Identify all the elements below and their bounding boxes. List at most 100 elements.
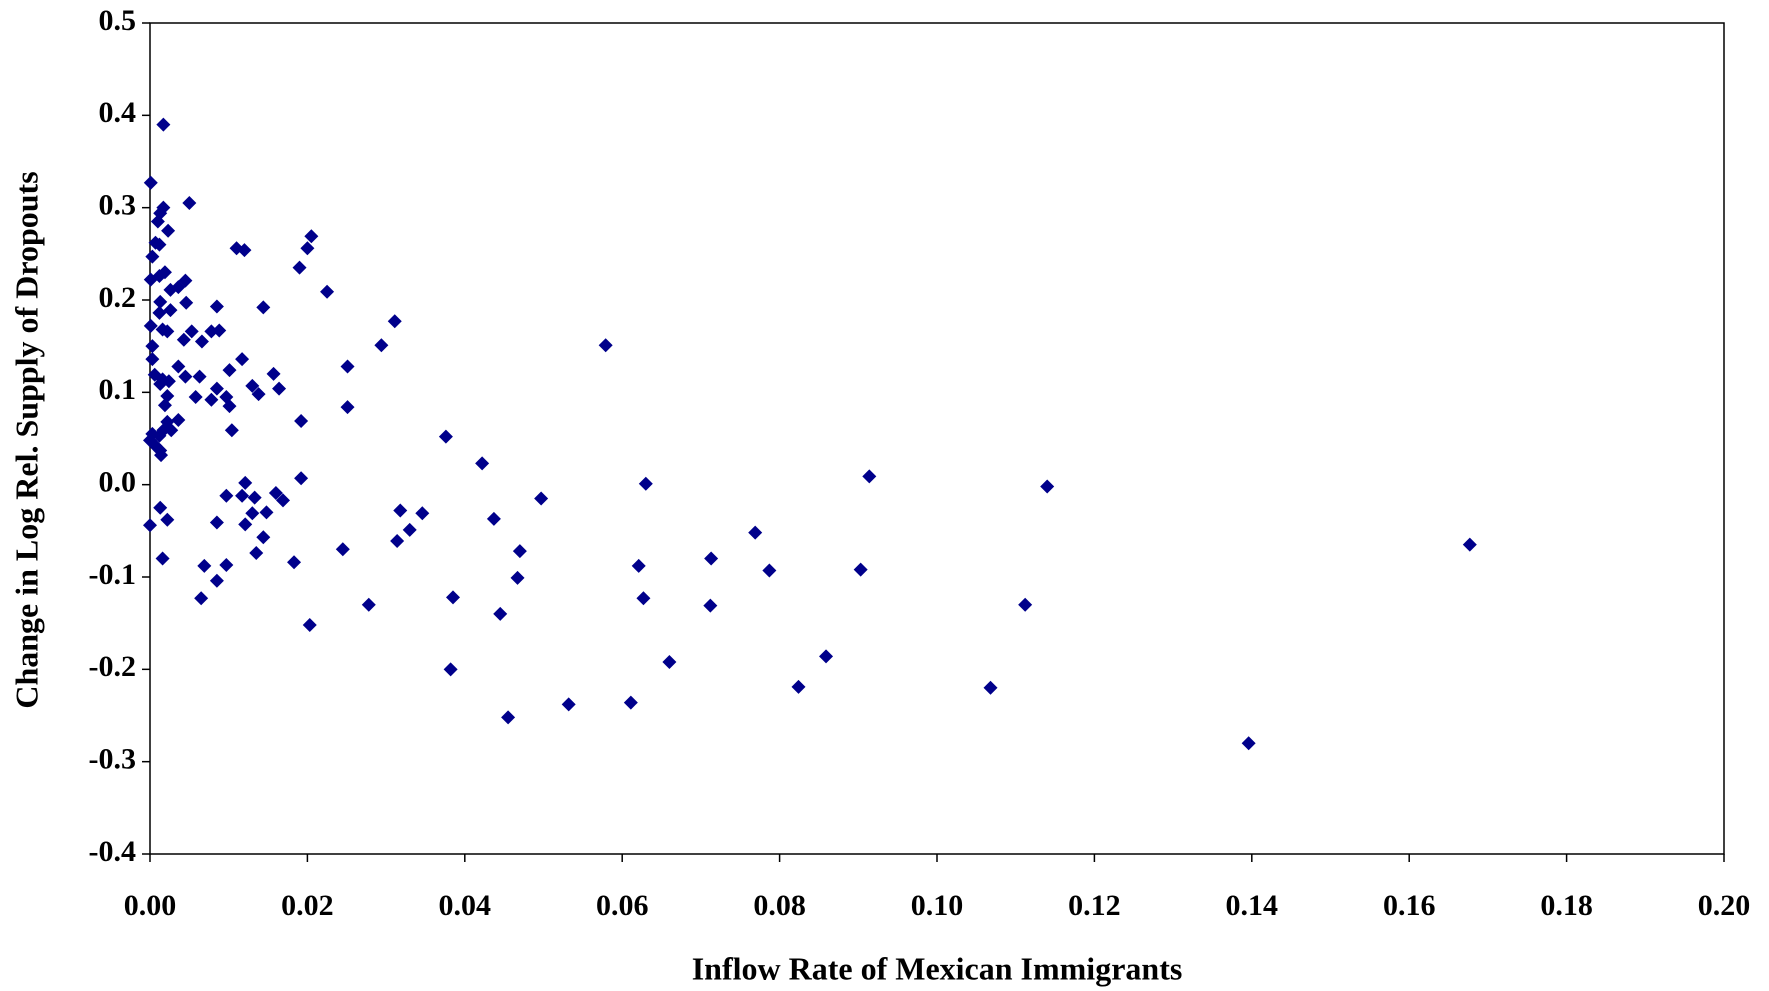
point (501, 710, 516, 725)
point (1040, 479, 1055, 494)
x-tick-label: 0.16 (1383, 889, 1436, 922)
point (245, 506, 260, 521)
point (153, 377, 168, 392)
point (212, 323, 227, 338)
point (192, 369, 207, 384)
point (598, 338, 613, 353)
y-tick-label: -0.3 (89, 743, 137, 776)
point (853, 562, 868, 577)
point (561, 697, 576, 712)
x-tick-label: 0.14 (1226, 889, 1279, 922)
y-tick-label: 0.5 (99, 4, 137, 37)
point (179, 295, 194, 310)
point (287, 555, 302, 570)
point (143, 318, 158, 333)
point (304, 229, 319, 244)
point (415, 506, 430, 521)
y-tick-label: -0.1 (89, 558, 137, 591)
point (237, 243, 252, 258)
point (160, 512, 175, 527)
point (256, 530, 271, 545)
point (209, 515, 224, 530)
point (224, 423, 239, 438)
x-tick-label: 0.12 (1068, 889, 1121, 922)
point (235, 488, 250, 503)
point (222, 399, 237, 414)
point (294, 471, 309, 486)
point (238, 475, 253, 490)
plot-area (149, 22, 1725, 855)
x-tick-label: 0.06 (596, 889, 649, 922)
point (704, 551, 719, 566)
point (819, 649, 834, 664)
point (300, 241, 315, 256)
x-tick-label: 0.20 (1698, 889, 1751, 922)
point (636, 591, 651, 606)
point (256, 300, 271, 315)
point (153, 500, 168, 515)
y-tick-label: 0.4 (99, 96, 137, 129)
point (143, 518, 157, 533)
point (235, 352, 250, 367)
point (791, 679, 806, 694)
x-tick-label: 0.02 (281, 889, 334, 922)
x-axis-title: Inflow Rate of Mexican Immigrants (692, 950, 1183, 986)
point (163, 282, 178, 297)
point (251, 387, 266, 402)
x-tick-label: 0.00 (124, 889, 177, 922)
point (512, 544, 527, 559)
y-tick-label: -0.4 (89, 835, 137, 868)
point (445, 590, 460, 605)
point (249, 545, 264, 560)
point (762, 563, 777, 578)
point (152, 428, 167, 443)
point (292, 260, 307, 275)
point (194, 334, 209, 349)
point (486, 511, 501, 526)
point (204, 392, 219, 407)
point (245, 378, 260, 393)
point (361, 597, 376, 612)
point (197, 558, 212, 573)
point (268, 485, 283, 500)
point (302, 618, 317, 633)
x-tick-label: 0.04 (439, 889, 492, 922)
point (155, 551, 170, 566)
point (153, 206, 168, 221)
point (393, 503, 408, 518)
point (194, 591, 209, 606)
point (184, 324, 199, 339)
point (748, 525, 763, 540)
point (983, 680, 998, 695)
point (145, 249, 160, 264)
point (703, 598, 718, 613)
point (188, 389, 203, 404)
point (340, 359, 355, 374)
point (152, 305, 167, 320)
point (272, 381, 287, 396)
y-axis-title: Change in Log Rel. Supply of Dropouts (8, 171, 44, 708)
point (143, 175, 158, 190)
point (390, 533, 405, 548)
point (222, 363, 237, 378)
point (164, 423, 179, 438)
y-tick-label: -0.2 (89, 650, 137, 683)
point (320, 284, 335, 299)
point (443, 662, 458, 677)
point (276, 493, 291, 508)
point (182, 196, 197, 211)
point (219, 488, 234, 503)
point (160, 324, 175, 339)
point (1018, 597, 1033, 612)
point (631, 558, 646, 573)
point (1462, 537, 1477, 552)
point (862, 469, 877, 484)
point (294, 413, 309, 428)
point (475, 456, 490, 471)
x-tick-label: 0.10 (911, 889, 964, 922)
point (638, 476, 653, 491)
point (161, 223, 176, 238)
point (157, 265, 172, 280)
